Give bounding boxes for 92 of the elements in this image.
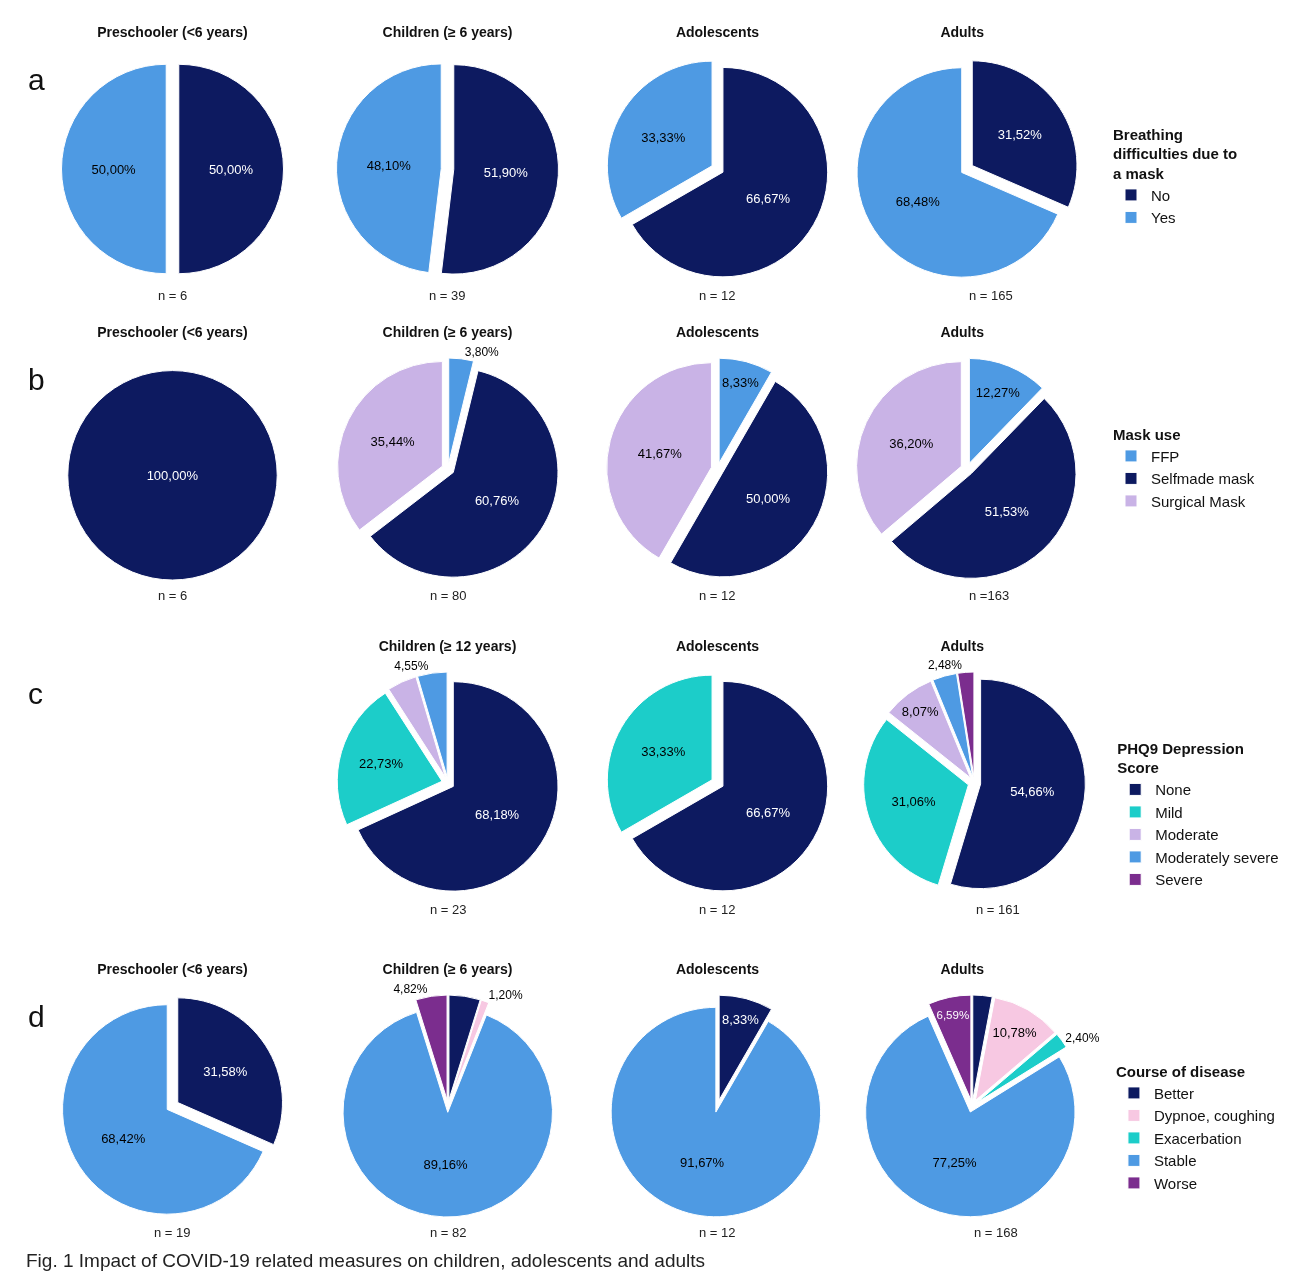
- text: n = 80: [430, 588, 467, 603]
- data-label: 31,58%: [203, 1063, 248, 1079]
- chart-title: Adults: [940, 23, 985, 40]
- legend-label: Better: [1153, 1084, 1194, 1102]
- data-label: 50,00%: [91, 161, 137, 177]
- legend-label: Moderate: [1155, 826, 1219, 844]
- data-label: 68,48%: [895, 193, 941, 209]
- chart-title: Children (≥ 6 years): [382, 960, 513, 977]
- chart-title: Adolescents: [675, 23, 760, 40]
- text: n = 6: [158, 588, 188, 603]
- text: n = 165: [969, 288, 1013, 303]
- chart-title: Adolescents: [675, 323, 760, 340]
- data-label: 22,73%: [358, 755, 404, 771]
- text: n = 12: [699, 1225, 736, 1240]
- legend-label: Selfmade mask: [1151, 470, 1255, 488]
- text: n = 12: [699, 588, 736, 603]
- data-label: 1,20%: [488, 988, 523, 1003]
- text: d: [28, 1000, 45, 1034]
- data-label: 4,82%: [393, 982, 428, 997]
- chart-title: Children (≥ 6 years): [382, 23, 513, 40]
- data-label: 2,40%: [1065, 1031, 1100, 1046]
- data-label: 3,80%: [464, 344, 500, 359]
- legend-label: Yes: [1151, 209, 1176, 227]
- text: c: [28, 677, 43, 711]
- data-label: 91,67%: [680, 1155, 725, 1171]
- data-label: 6,59%: [936, 1008, 970, 1021]
- data-label: 8,33%: [722, 1012, 760, 1028]
- legend-label: None: [1155, 781, 1192, 799]
- chart-title: Preschooler (<6 years): [97, 23, 248, 40]
- text: n = 12: [699, 288, 736, 303]
- data-label: 48,10%: [366, 158, 412, 173]
- legend-label: Moderately severe: [1155, 848, 1279, 866]
- data-label: 41,67%: [637, 446, 683, 462]
- data-label: 10,78%: [992, 1025, 1038, 1041]
- data-label: 60,76%: [474, 493, 520, 509]
- legend-label: Surgical Mask: [1151, 492, 1246, 510]
- legend-label: No: [1151, 186, 1171, 204]
- text: n = 19: [154, 1225, 191, 1240]
- data-label: 68,18%: [475, 807, 520, 823]
- data-label: 66,67%: [746, 804, 791, 820]
- chart-title: Children (≥ 12 years): [378, 637, 517, 654]
- text: b: [28, 363, 45, 397]
- chart-title: Preschooler (<6 years): [97, 960, 248, 977]
- legend-title: PHQ9 Depression Score: [1117, 739, 1244, 777]
- data-label: 50,00%: [208, 161, 254, 177]
- text: a: [28, 63, 45, 97]
- data-label: 12,27%: [975, 385, 1021, 401]
- data-label: 50,00%: [746, 490, 791, 506]
- data-label: 31,52%: [997, 126, 1043, 142]
- data-label: 66,67%: [746, 190, 791, 206]
- data-label: 51,90%: [483, 165, 529, 180]
- text: n = 161: [976, 902, 1020, 917]
- legend-label: Severe: [1155, 871, 1203, 889]
- data-label: 33,33%: [641, 744, 686, 760]
- data-label: 68,42%: [101, 1130, 146, 1146]
- caption: Fig. 1 Impact of COVID-19 related measures on children, adolescents and adults: [26, 1250, 706, 1272]
- data-label: 8,07%: [901, 703, 940, 719]
- text: n = 82: [430, 1225, 467, 1240]
- legend-label: Stable: [1153, 1152, 1197, 1170]
- legend-label: Exacerbation: [1153, 1129, 1242, 1147]
- text: n = 12: [699, 902, 736, 917]
- legend-title: Breathing difficulties due to a mask: [1113, 125, 1238, 182]
- chart-title: Adolescents: [675, 637, 760, 654]
- text: n = 168: [974, 1225, 1018, 1240]
- data-label: 54,66%: [1010, 784, 1055, 800]
- data-label: 31,06%: [891, 794, 936, 810]
- chart-title: Children (≥ 6 years): [382, 323, 513, 340]
- text: n = 23: [430, 902, 467, 917]
- legend-label: Worse: [1153, 1174, 1198, 1192]
- data-label: 33,33%: [641, 130, 686, 146]
- text: n =163: [969, 588, 1010, 603]
- legend-label: Mild: [1155, 803, 1183, 821]
- data-label: 35,44%: [370, 434, 416, 450]
- chart-title: Adults: [940, 637, 985, 654]
- data-label: 100,00%: [146, 467, 199, 483]
- legend-title: Mask use: [1113, 425, 1181, 443]
- data-label: 36,20%: [889, 435, 934, 451]
- chart-title: Adults: [940, 960, 985, 977]
- legend-title: Course of disease: [1115, 1062, 1246, 1080]
- data-label: 51,53%: [984, 504, 1030, 520]
- chart-title: Preschooler (<6 years): [97, 323, 248, 340]
- text: n = 39: [429, 288, 466, 303]
- data-label: 4,55%: [394, 659, 429, 674]
- data-label: 77,25%: [932, 1154, 978, 1170]
- legend-label: Dypnoe, coughing: [1153, 1107, 1275, 1125]
- legend-label: FFP: [1151, 447, 1180, 465]
- chart-title: Adults: [940, 323, 985, 340]
- text: n = 6: [158, 288, 188, 303]
- data-label: 2,48%: [927, 658, 963, 673]
- data-label: 8,33%: [722, 375, 760, 391]
- data-label: 89,16%: [423, 1157, 469, 1173]
- chart-title: Adolescents: [675, 960, 760, 977]
